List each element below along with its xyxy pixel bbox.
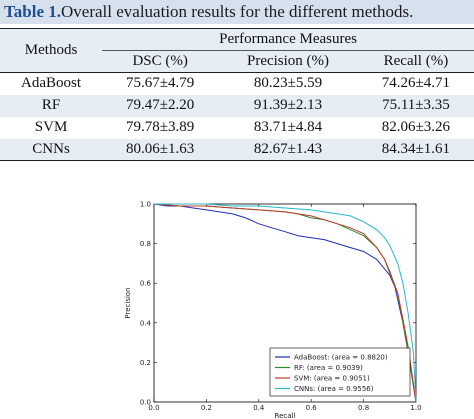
recall-cell: 82.06±3.26 [381, 119, 451, 135]
dsc-cell: 79.78±3.89 [126, 119, 195, 135]
dsc-cell: 80.06±1.63 [102, 138, 219, 161]
x-tick-label: 0.2 [201, 404, 212, 412]
x-tick-label: 0.8 [358, 404, 369, 412]
table-row: RF 79.47±2.20 91.39±2.13 75.11±3.35 [0, 94, 474, 117]
legend-label: RF: (area = 0.9039) [294, 364, 363, 372]
table-header-row-1: Methods Performance Measures [0, 28, 474, 73]
table-row: SVM 79.78±3.89 83.71±4.84 82.06±3.26 [0, 117, 474, 139]
table-caption: Table 1.Overall evaluation results for t… [0, 0, 474, 24]
performance-measures-header: Performance Measures [102, 28, 474, 51]
method-cell: CNNs [0, 138, 103, 161]
table-header-row-2: DSC (%) Precision (%) Recall (%) [0, 50, 474, 73]
dsc-cell: 79.47±2.20 [126, 97, 195, 113]
precision-cell: 91.39±2.13 [253, 97, 323, 113]
x-tick-label: 0.4 [253, 404, 265, 412]
column-header-dsc: DSC (%) [102, 50, 219, 73]
x-tick-label: 1.0 [410, 404, 421, 412]
recall-cell: 84.34±1.61 [357, 138, 474, 161]
y-axis-label: Precision [124, 287, 132, 318]
table-row: CNNs 80.06±1.63 82.67±1.43 84.34±1.61 [0, 138, 474, 161]
results-table: Methods Performance Measures DSC (%) Pre… [0, 28, 474, 161]
legend-label: SVM: (area = 0.9051) [294, 375, 370, 383]
table-caption-text: Overall evaluation results for the diffe… [61, 2, 414, 21]
method-cell: RF [41, 97, 61, 113]
x-tick-label: 0.6 [306, 404, 318, 412]
series-line-2 [153, 203, 417, 403]
y-tick-label: 0.8 [140, 240, 151, 248]
table-row: AdaBoost 75.67±4.79 80.23±5.59 74.26±4.7… [0, 73, 474, 95]
dsc-cell: 75.67±4.79 [126, 75, 195, 92]
x-axis-label: Recall [275, 412, 296, 419]
column-header-recall: Recall (%) [357, 50, 474, 73]
precision-cell: 80.23±5.59 [253, 75, 323, 92]
table-caption-label: Table 1. [4, 2, 62, 21]
precision-cell: 82.67±1.43 [218, 138, 358, 161]
series-line-3 [154, 203, 417, 403]
recall-cell: 74.26±4.71 [381, 75, 451, 92]
methods-header: Methods [0, 28, 103, 73]
chart-svg: 0.0 0.2 0.4 0.6 0.8 1.0 0.0 0.2 0.4 0.6 0.8 1.0 Reca… [124, 201, 422, 419]
column-header-precision: Precision (%) [218, 50, 358, 73]
y-tick-label: 0.2 [140, 359, 151, 367]
method-cell: SVM [34, 119, 68, 135]
method-cell: AdaBoost [21, 75, 82, 92]
precision-cell: 83.71±4.84 [253, 119, 323, 135]
x-tick-label: 0.0 [148, 404, 159, 412]
y-tick-label: 0.4 [140, 319, 152, 327]
recall-cell: 75.11±3.35 [382, 97, 450, 113]
chart-canvas: 0.0 0.2 0.4 0.6 0.8 1.0 0.0 0.2 0.4 0.6 0.8 1.0 Reca… [118, 192, 430, 419]
series-line-0 [153, 203, 417, 403]
legend-label: CNNs: (area = 0.9556) [294, 385, 374, 393]
y-tick-label: 0.0 [140, 399, 151, 407]
legend-label: AdaBoost: (area = 0.8820) [294, 354, 388, 362]
y-tick-label: 1.0 [140, 201, 151, 209]
precision-recall-chart: 0.0 0.2 0.4 0.6 0.8 1.0 0.0 0.2 0.4 0.6 0.8 1.0 Reca… [118, 192, 430, 419]
y-tick-label: 0.6 [140, 280, 152, 288]
legend-box [269, 347, 411, 397]
